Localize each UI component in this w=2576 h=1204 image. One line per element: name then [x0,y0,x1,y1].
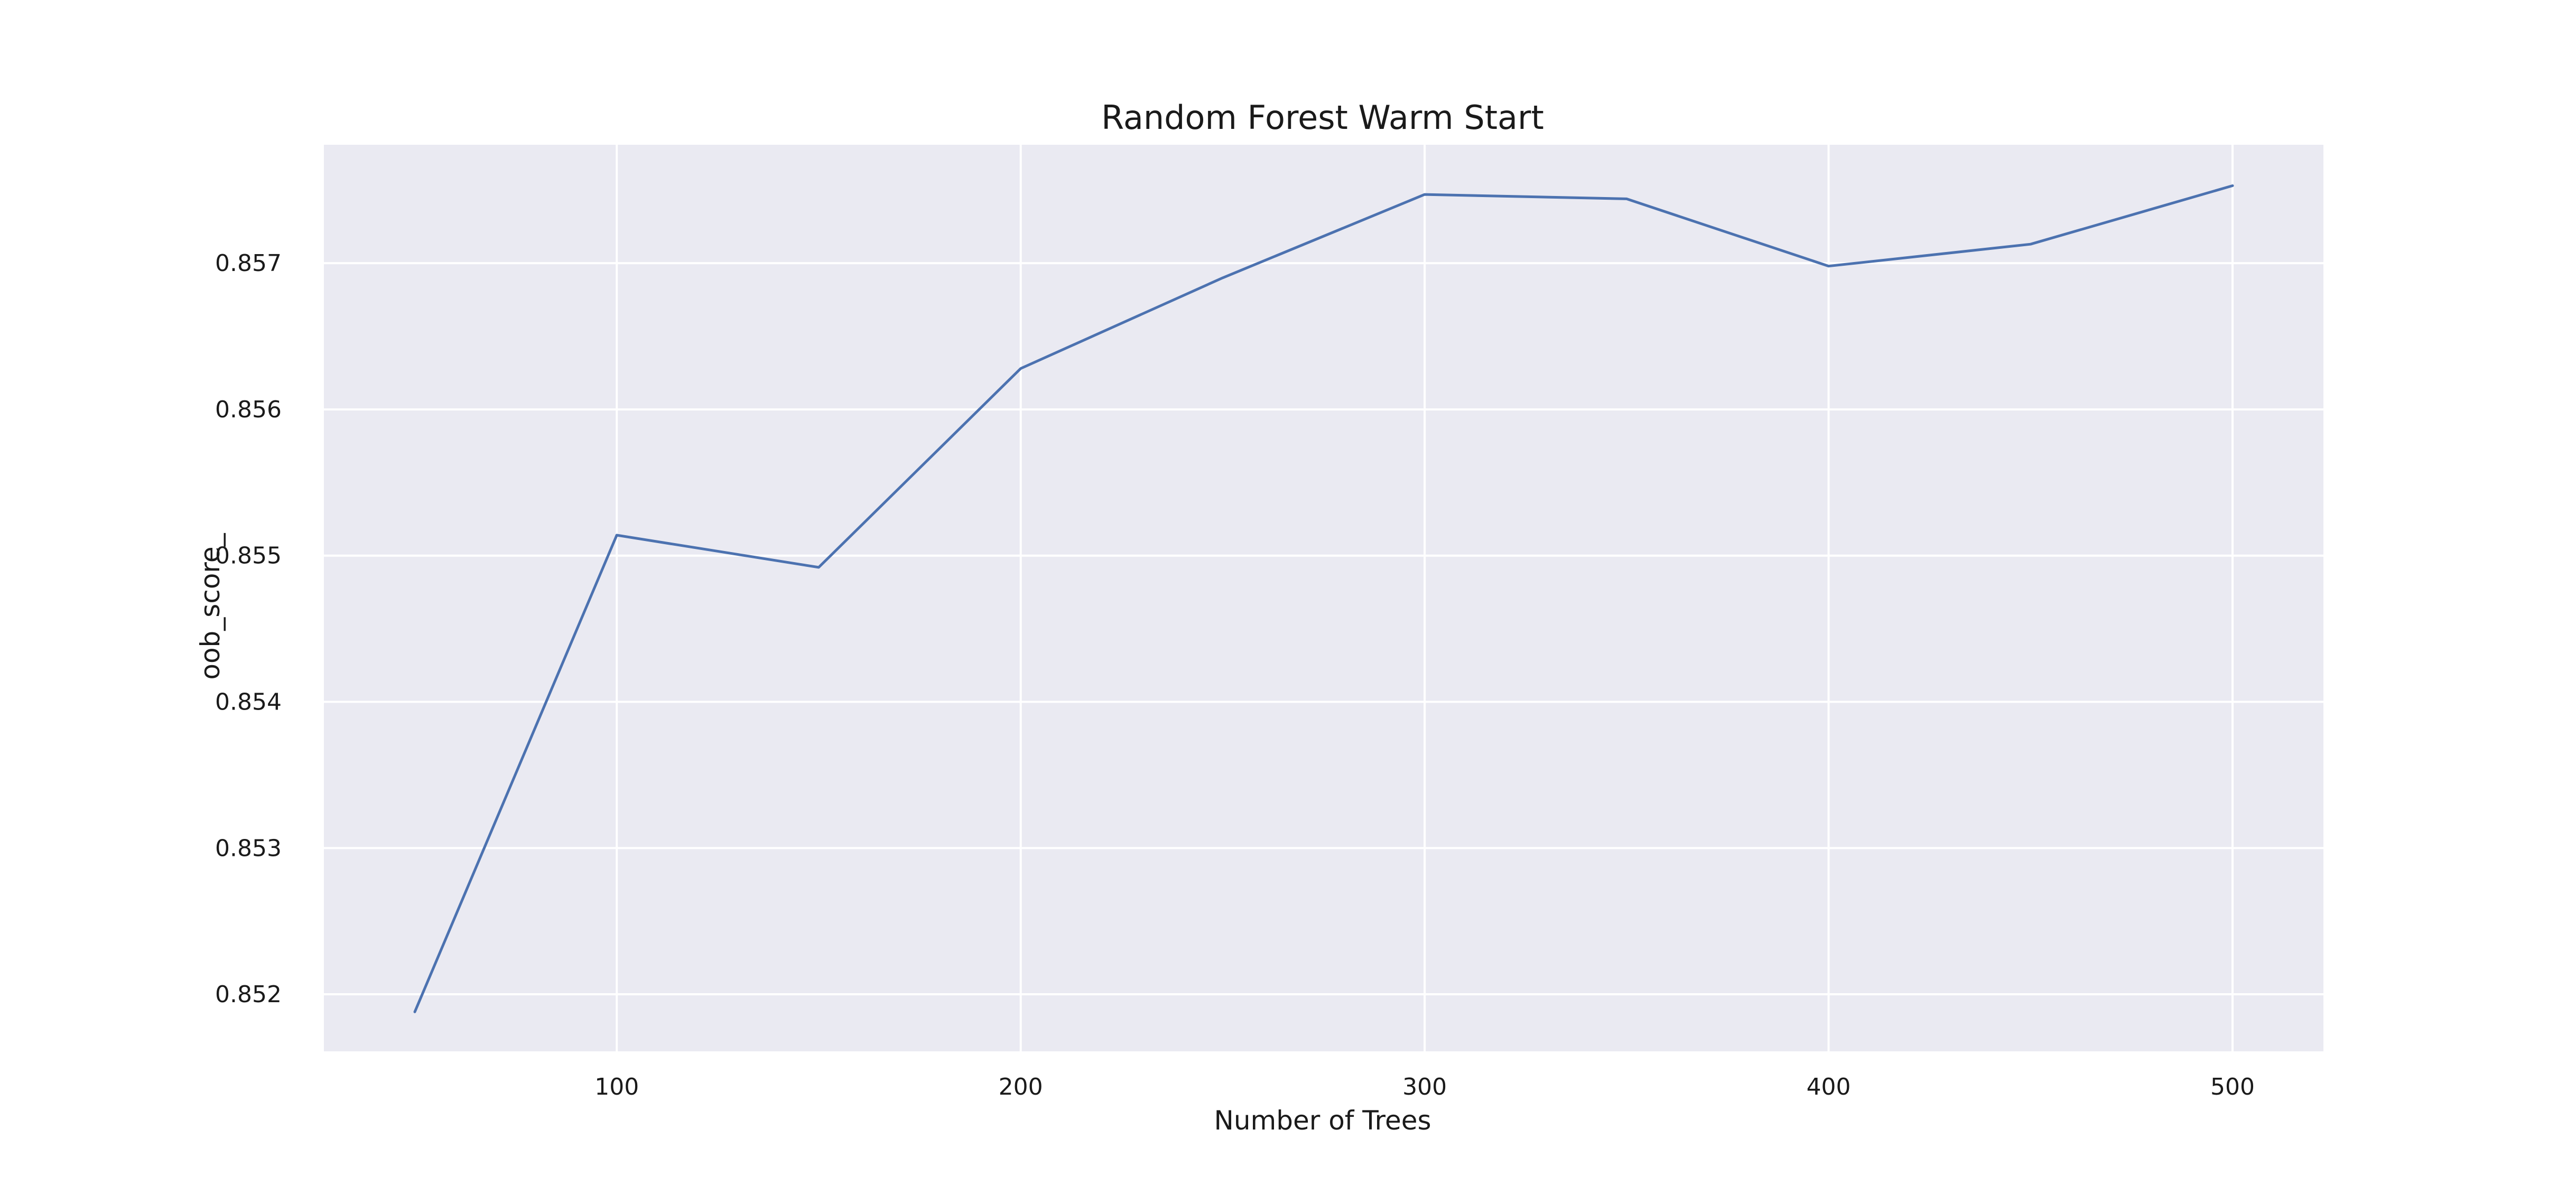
plot-area [324,145,2323,1051]
y-tick-label: 0.856 [215,396,282,423]
y-tick-label: 0.853 [215,835,282,862]
y-tick-label: 0.855 [215,543,282,570]
y-axis-label: oob_score_ [195,533,226,679]
x-tick-label: 100 [594,1074,639,1100]
x-tick-label: 300 [1402,1074,1447,1100]
x-axis-label: Number of Trees [1214,1105,1431,1136]
grid-lines [324,145,2323,1051]
x-tick-label: 500 [2210,1074,2255,1100]
y-tick-label: 0.852 [215,981,282,1008]
chart-title: Random Forest Warm Start [1101,98,1544,137]
y-tick-labels: 0.852 0.853 0.854 0.855 0.856 0.857 [215,250,282,1008]
x-tick-labels: 100 200 300 400 500 [594,1074,2255,1100]
x-tick-label: 400 [1807,1074,1851,1100]
y-tick-label: 0.857 [215,250,282,277]
y-tick-label: 0.854 [215,689,282,716]
x-tick-label: 200 [999,1074,1043,1100]
series-line [413,184,2234,1013]
